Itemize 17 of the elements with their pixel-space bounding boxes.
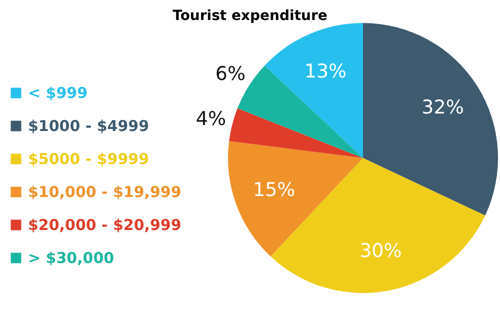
- data-label: 4%: [196, 108, 226, 130]
- legend-label: > $30,000: [28, 249, 114, 267]
- pie-slice: [363, 23, 498, 216]
- legend-label: $20,000 - $20,999: [28, 216, 182, 234]
- data-label: 32%: [422, 96, 464, 118]
- pie-slice: [228, 141, 363, 256]
- legend-label: $1000 - $4999: [28, 117, 150, 135]
- legend-label: < $999: [28, 84, 88, 102]
- data-label: 15%: [252, 179, 296, 202]
- pie-slice: [229, 108, 363, 158]
- chart-title: Tourist expenditure: [172, 8, 328, 24]
- legend-label: $10,000 - $19,999: [28, 183, 182, 201]
- data-label: 13%: [304, 60, 347, 82]
- data-label: 30%: [360, 240, 402, 262]
- legend-label: $5000 - $9999: [28, 150, 150, 168]
- data-label: 6%: [215, 62, 246, 85]
- pie-slice: [264, 23, 363, 158]
